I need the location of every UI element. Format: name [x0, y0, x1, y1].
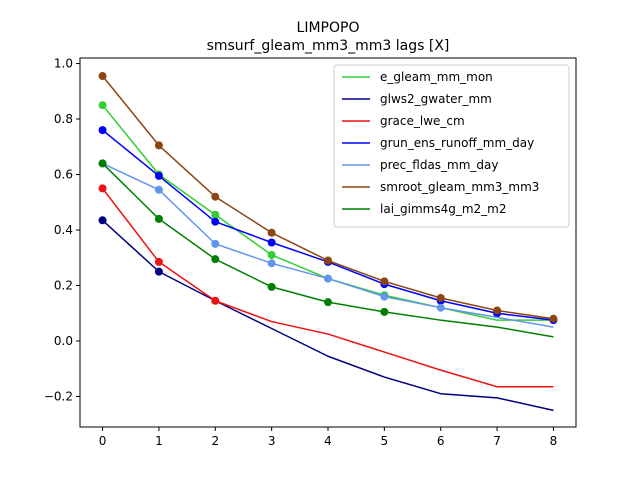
series-0-point-2 [211, 210, 220, 219]
series-6-point-3 [267, 282, 276, 291]
y-tick-label: 0.8 [54, 112, 73, 126]
series-2-point-2 [211, 296, 220, 305]
series-4-point-1 [154, 185, 163, 194]
series-4-point-4 [324, 274, 332, 283]
series-5-point-4 [324, 256, 332, 265]
legend-label-0: e_gleam_mm_mon [380, 70, 493, 84]
legend-label-1: glws2_gwater_mm [380, 92, 492, 106]
series-6-point-2 [211, 255, 220, 264]
x-tick-label: 1 [155, 434, 163, 448]
series-6-point-1 [154, 214, 163, 223]
x-tick-label: 6 [437, 434, 445, 448]
series-6-point-4 [324, 298, 332, 307]
y-tick-label: 0.4 [54, 223, 73, 237]
legend: e_gleam_mm_mon glws2_gwater_mm grace_lwe_c… [333, 64, 570, 228]
series-0-point-0 [98, 101, 107, 110]
chart-subtitle: smsurf_gleam_mm3_mm3 lags [X] [207, 38, 450, 54]
x-tick-label: 4 [324, 434, 332, 448]
x-tick-label: 3 [268, 434, 276, 448]
y-tick-label: −0.2 [44, 389, 73, 403]
series-3-point-3 [267, 238, 276, 247]
series-5-point-1 [154, 141, 163, 150]
series-0-point-3 [267, 250, 276, 259]
x-tick-label: 7 [493, 434, 501, 448]
series-6-point-5 [380, 307, 389, 316]
legend-label-2: grace_lwe_cm [380, 114, 465, 128]
x-tick-label: 5 [381, 434, 389, 448]
series-5-point-3 [267, 228, 276, 237]
legend-label-5: smroot_gleam_mm3_mm3 [380, 180, 539, 194]
series-3-point-0 [98, 126, 107, 135]
series-5-point-7 [493, 306, 502, 315]
y-tick-label: 0.0 [54, 334, 73, 348]
series-4-point-2 [211, 239, 220, 248]
series-3-point-2 [211, 217, 220, 226]
series-5-point-5 [380, 277, 389, 286]
legend-label-6: lai_gimms4g_m2_m2 [380, 202, 507, 216]
x-tick-label: 0 [99, 434, 107, 448]
x-tick-label: 8 [550, 434, 558, 448]
axes-layer: 0 1 2 3 4 5 6 7 8 −0.2 0.0 0.2 0.4 0.6 0.8 1.0 [44, 57, 557, 448]
series-4-point-5 [380, 292, 389, 301]
series-1-point-1 [154, 267, 163, 276]
series-3-point-1 [154, 171, 163, 180]
chart-title: LIMPOPO [297, 20, 360, 36]
legend-label-3: grun_ens_runoff_mm_day [380, 136, 534, 150]
y-tick-label: 0.2 [54, 279, 73, 293]
series-5-point-6 [436, 293, 445, 302]
series-5-point-0 [98, 72, 107, 81]
x-tick-label: 2 [211, 434, 219, 448]
series-5-point-2 [211, 192, 220, 201]
series-4-point-6 [436, 303, 445, 312]
series-5-point-8 [549, 314, 558, 323]
series-2-point-1 [154, 257, 163, 266]
series-2-point-0 [98, 184, 107, 193]
series-1-point-0 [98, 216, 107, 225]
series-line-2 [101, 187, 554, 388]
y-tick-label: 1.0 [54, 57, 73, 71]
series-line-1 [102, 219, 554, 412]
legend-box [333, 64, 570, 228]
y-tick-label: 0.6 [54, 168, 73, 182]
series-6-point-0 [98, 159, 107, 168]
series-4-point-3 [267, 259, 276, 268]
legend-label-4: prec_fldas_mm_day [380, 158, 499, 172]
series-layer [98, 72, 558, 412]
